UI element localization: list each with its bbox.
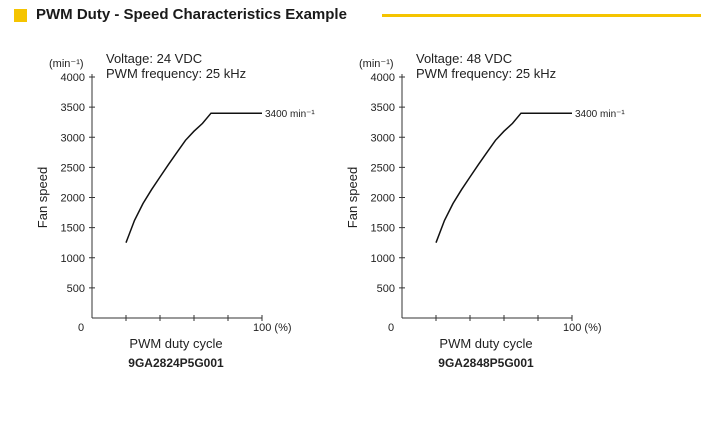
- y-axis-label: Fan speed: [345, 167, 360, 228]
- y-tick-label: 3500: [371, 102, 395, 114]
- y-tick-label: 2500: [371, 162, 395, 174]
- y-unit-label: (min⁻¹): [359, 58, 394, 70]
- y-tick-label: 1000: [61, 253, 85, 265]
- y-tick-label: 4000: [371, 72, 395, 84]
- y-tick-label: 1500: [371, 223, 395, 235]
- y-tick-label: 3500: [61, 102, 85, 114]
- y-tick-label: 2500: [61, 162, 85, 174]
- model-label: 9GA2824P5G001: [128, 356, 224, 370]
- x-end-label: 100 (%): [563, 322, 602, 334]
- x-axis-label: PWM duty cycle: [129, 336, 222, 351]
- y-tick-label: 500: [67, 283, 85, 295]
- origin-label: 0: [78, 322, 84, 334]
- header-accent-line: [382, 14, 701, 17]
- y-tick-label: 2000: [61, 193, 85, 205]
- y-axis-label: Fan speed: [35, 167, 50, 228]
- max-speed-annotation: 3400 min⁻¹: [575, 109, 625, 120]
- x-end-label: 100 (%): [253, 322, 292, 334]
- y-tick-label: 1500: [61, 223, 85, 235]
- y-tick-label: 1000: [371, 253, 395, 265]
- y-unit-label: (min⁻¹): [49, 58, 84, 70]
- chart-subtitle: Voltage: 48 VDC: [416, 51, 512, 66]
- series-line: [435, 112, 572, 243]
- x-axis-label: PWM duty cycle: [439, 336, 532, 351]
- y-tick-label: 3000: [371, 132, 395, 144]
- section-header: PWM Duty - Speed Characteristics Example: [14, 6, 701, 26]
- y-tick-label: 4000: [61, 72, 85, 84]
- chart-subtitle: Voltage: 24 VDC: [106, 51, 202, 66]
- origin-label: 0: [388, 322, 394, 334]
- y-tick-label: 500: [377, 283, 395, 295]
- y-tick-label: 3000: [61, 132, 85, 144]
- chart-subtitle: PWM frequency: 25 kHz: [106, 66, 246, 81]
- y-tick-label: 2000: [371, 193, 395, 205]
- series-line: [125, 112, 262, 243]
- section-title: PWM Duty - Speed Characteristics Example: [36, 6, 347, 23]
- model-label: 9GA2848P5G001: [438, 356, 534, 370]
- max-speed-annotation: 3400 min⁻¹: [265, 109, 315, 120]
- chart-subtitle: PWM frequency: 25 kHz: [416, 66, 556, 81]
- header-accent-square: [14, 9, 27, 22]
